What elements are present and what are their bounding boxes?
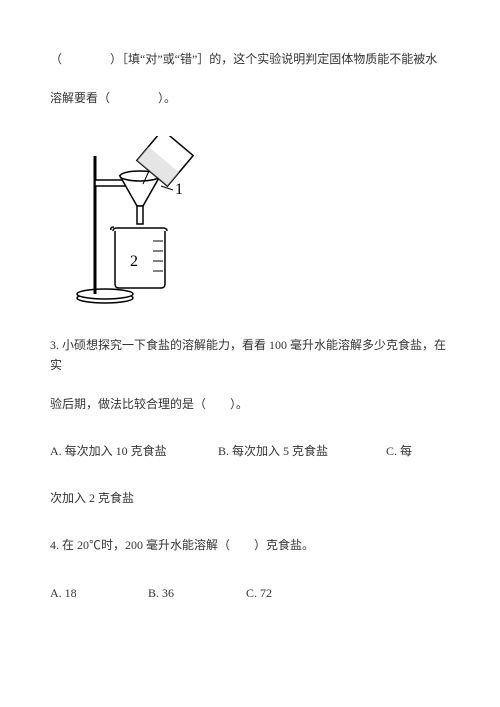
diagram-label-2: 2: [130, 253, 138, 270]
question-3-line2: 验后期，做法比较合理的是（ ）。: [50, 395, 450, 414]
q3-choice-c-part1: C. 每: [386, 442, 412, 461]
q3-choice-c-part2: 次加入 2 克食盐: [50, 489, 450, 508]
experiment-diagram: 1 2: [75, 136, 450, 306]
q4-choice-c: C. 72: [246, 584, 272, 603]
diagram-label-1: 1: [175, 181, 183, 198]
question-3-choices: A. 每次加入 10 克食盐 B. 每次加入 5 克食盐 C. 每: [50, 442, 450, 461]
q4-choice-a: A. 18: [50, 584, 145, 603]
question-2-line1: （ ）［填“对”或“错”］的，这个实验说明判定固体物质能不能被水: [50, 50, 450, 69]
question-4-stem: 4. 在 20℃时，200 毫升水能溶解（ ）克食盐。: [50, 536, 450, 555]
q3-choice-a: A. 每次加入 10 克食盐: [50, 442, 215, 461]
question-3-line1: 3. 小硕想探究一下食盐的溶解能力，看看 100 毫升水能溶解多少克食盐，在实: [50, 336, 450, 374]
question-2-line2: 溶解要看（ ）。: [50, 89, 450, 108]
question-4-choices: A. 18 B. 36 C. 72: [50, 584, 450, 603]
q3-choice-b: B. 每次加入 5 克食盐: [218, 442, 383, 461]
q4-choice-b: B. 36: [148, 584, 243, 603]
